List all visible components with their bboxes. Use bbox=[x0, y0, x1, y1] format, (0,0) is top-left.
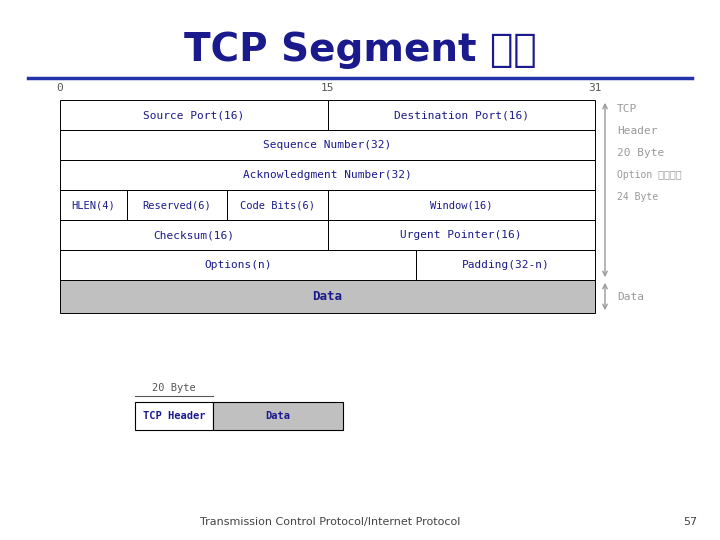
Text: Header: Header bbox=[617, 126, 657, 136]
Bar bbox=[60, 130, 595, 160]
Text: HLEN(4): HLEN(4) bbox=[71, 200, 115, 210]
Text: Destination Port(16): Destination Port(16) bbox=[394, 110, 528, 120]
Bar bbox=[328, 220, 595, 250]
Bar bbox=[60, 220, 328, 250]
Bar bbox=[60, 280, 595, 313]
Bar bbox=[328, 100, 595, 130]
Bar bbox=[213, 402, 343, 430]
Text: Data: Data bbox=[266, 411, 290, 421]
Text: 57: 57 bbox=[683, 517, 697, 527]
Text: Data: Data bbox=[312, 290, 343, 303]
Text: TCP Segment 형식: TCP Segment 형식 bbox=[184, 31, 536, 69]
Bar bbox=[60, 190, 127, 220]
Text: Urgent Pointer(16): Urgent Pointer(16) bbox=[400, 230, 522, 240]
Bar bbox=[127, 190, 228, 220]
Text: Option 포함하면: Option 포함하면 bbox=[617, 170, 682, 180]
Text: 20 Byte: 20 Byte bbox=[617, 148, 665, 158]
Text: 31: 31 bbox=[588, 83, 602, 93]
Text: Padding(32-n): Padding(32-n) bbox=[462, 260, 549, 270]
Text: 0: 0 bbox=[57, 83, 63, 93]
Text: 15: 15 bbox=[320, 83, 334, 93]
Text: Options(n): Options(n) bbox=[204, 260, 271, 270]
Text: 20 Byte: 20 Byte bbox=[152, 383, 196, 393]
Text: Code Bits(6): Code Bits(6) bbox=[240, 200, 315, 210]
Text: Source Port(16): Source Port(16) bbox=[143, 110, 244, 120]
Text: TCP: TCP bbox=[617, 104, 637, 114]
Text: Checksum(16): Checksum(16) bbox=[153, 230, 234, 240]
Text: 24 Byte: 24 Byte bbox=[617, 192, 658, 202]
Text: Data: Data bbox=[617, 292, 644, 301]
Bar bbox=[60, 160, 595, 190]
Bar bbox=[228, 190, 328, 220]
Text: Sequence Number(32): Sequence Number(32) bbox=[264, 140, 392, 150]
Text: TCP Header: TCP Header bbox=[143, 411, 205, 421]
Text: Transmission Control Protocol/Internet Protocol: Transmission Control Protocol/Internet P… bbox=[200, 517, 460, 527]
Text: Reserved(6): Reserved(6) bbox=[143, 200, 212, 210]
Bar bbox=[415, 250, 595, 280]
Bar bbox=[328, 190, 595, 220]
Bar bbox=[60, 100, 328, 130]
Bar bbox=[60, 250, 415, 280]
Text: Window(16): Window(16) bbox=[430, 200, 492, 210]
Text: Acknowledgment Number(32): Acknowledgment Number(32) bbox=[243, 170, 412, 180]
Bar bbox=[135, 402, 213, 430]
